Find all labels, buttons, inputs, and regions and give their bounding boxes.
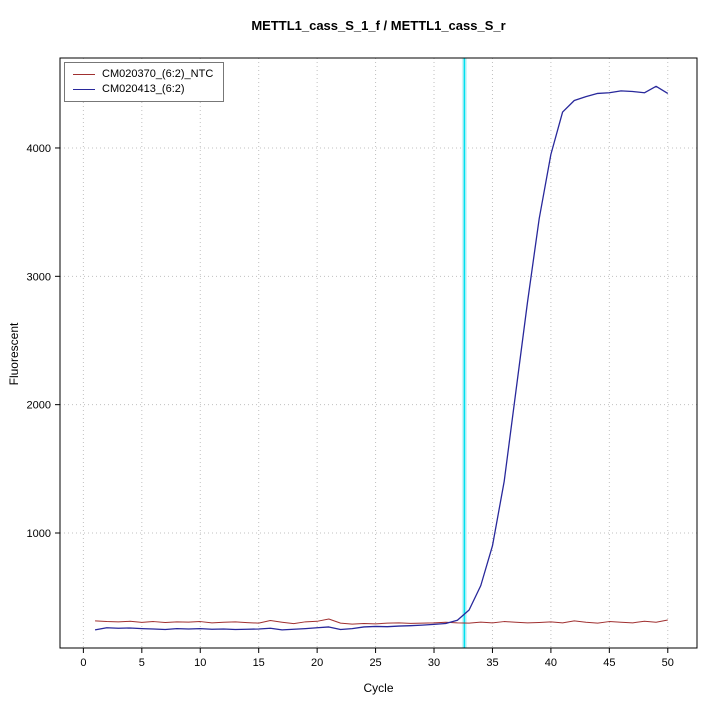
legend-item: CM020370_(6:2)_NTC (73, 67, 213, 82)
legend-item: CM020413_(6:2) (73, 82, 213, 97)
x-tick-label: 15 (253, 657, 265, 669)
x-tick-label: 10 (194, 657, 206, 669)
legend-label: CM020370_(6:2)_NTC (102, 68, 214, 80)
y-axis-label: Fluorescent (7, 322, 21, 386)
x-tick-label: 35 (486, 657, 498, 669)
legend-label: CM020413_(6:2) (102, 83, 185, 95)
x-tick-label: 50 (662, 657, 674, 669)
x-tick-label: 25 (369, 657, 381, 669)
y-tick-label: 3000 (27, 271, 51, 283)
plot-border (59, 57, 698, 649)
y-tick-label: 1000 (27, 528, 51, 540)
series-line-1 (94, 85, 669, 631)
y-tick-label: 2000 (27, 400, 51, 412)
legend-line-swatch (73, 89, 95, 90)
legend: CM020370_(6:2)_NTC CM020413_(6:2) (64, 62, 225, 102)
x-tick-label: 5 (139, 657, 145, 669)
x-tick-label: 20 (311, 657, 323, 669)
x-tick-label: 40 (545, 657, 557, 669)
y-tick-label: 4000 (27, 143, 51, 155)
x-tick-label: 45 (603, 657, 615, 669)
chart-title: METTL1_cass_S_1_f / METTL1_cass_S_r (251, 18, 506, 33)
series-line-0 (95, 618, 668, 625)
x-axis-label: Cycle (363, 681, 394, 695)
legend-line-swatch (73, 74, 95, 75)
x-tick-label: 0 (80, 657, 86, 669)
x-tick-label: 30 (428, 657, 440, 669)
